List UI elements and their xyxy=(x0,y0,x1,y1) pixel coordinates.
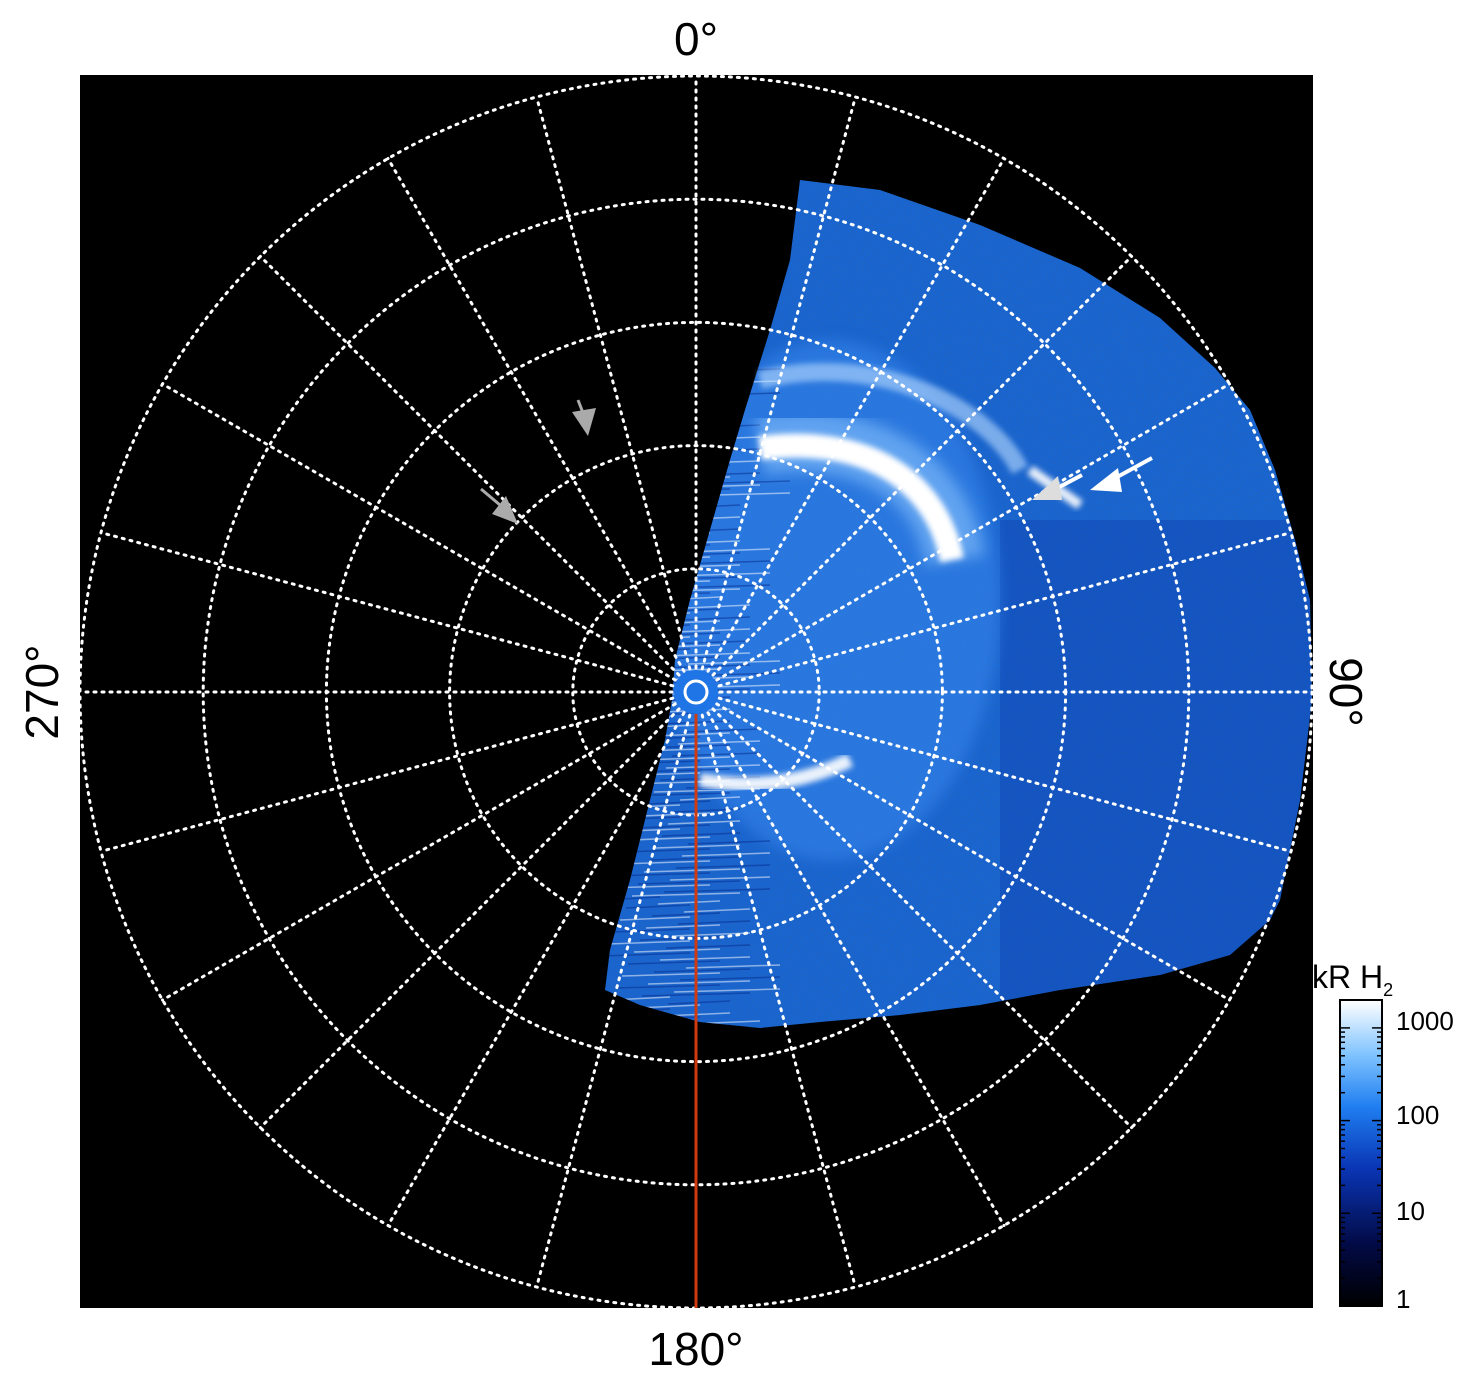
grid-spoke xyxy=(258,254,698,694)
grid-spoke xyxy=(694,95,857,694)
gray-arrow-upper xyxy=(572,399,596,436)
svg-text:180°: 180° xyxy=(648,1323,743,1375)
colorbar-gradient xyxy=(1339,999,1383,1307)
white-arrow-left xyxy=(1032,473,1083,500)
grid-ring xyxy=(80,75,1313,1308)
grid-spoke xyxy=(161,690,698,1002)
gray-arrow-lower xyxy=(480,487,518,524)
grid-spoke xyxy=(535,95,698,694)
white-arrow-right xyxy=(1090,456,1153,492)
grid-spoke xyxy=(694,531,1293,694)
annotation-arrows xyxy=(480,399,1153,524)
grid-spoke xyxy=(694,382,1231,694)
grid-spoke xyxy=(694,157,1006,694)
svg-text:0°: 0° xyxy=(674,13,718,65)
grid-ring xyxy=(201,197,1191,1187)
grid-spoke xyxy=(258,690,698,1130)
svg-text:270°: 270° xyxy=(16,644,68,739)
pole-marker xyxy=(674,670,718,714)
colorbar-ticks xyxy=(1340,999,1382,1307)
colorbar-tick-10: 10 xyxy=(1396,1196,1425,1226)
angle-label-right: 90° xyxy=(1320,657,1372,727)
angle-label-left: 270° xyxy=(16,644,68,739)
colorbar-tick-1: 1 xyxy=(1396,1284,1410,1314)
colorbar-unit-subscript: 2 xyxy=(1383,980,1393,1000)
colorbar-tick-100: 100 xyxy=(1396,1100,1439,1130)
grid-spoke xyxy=(386,157,698,694)
colorbar-tick-1000: 1000 xyxy=(1396,1006,1454,1036)
grid-spoke xyxy=(535,690,698,1289)
grid-spoke xyxy=(694,690,857,1289)
main-auroral-oval xyxy=(698,363,1083,791)
grid-spoke xyxy=(161,382,698,694)
grid-spoke xyxy=(99,690,698,853)
svg-text:90°: 90° xyxy=(1320,657,1372,727)
angle-label-top: 0° xyxy=(674,13,718,65)
angle-label-bottom: 180° xyxy=(648,1323,743,1375)
grid-spoke xyxy=(694,254,1134,694)
grid-spoke xyxy=(694,690,1006,1227)
grid-spoke xyxy=(694,690,1293,853)
colorbar-unit: kR H2 xyxy=(1312,959,1393,1000)
grid-spoke xyxy=(694,690,1134,1130)
grid-spoke xyxy=(694,690,1231,1002)
colorbar: kR H2 1000 100 10 1 xyxy=(1312,959,1454,1314)
grid-spoke xyxy=(99,531,698,694)
grid-spoke xyxy=(386,690,698,1227)
